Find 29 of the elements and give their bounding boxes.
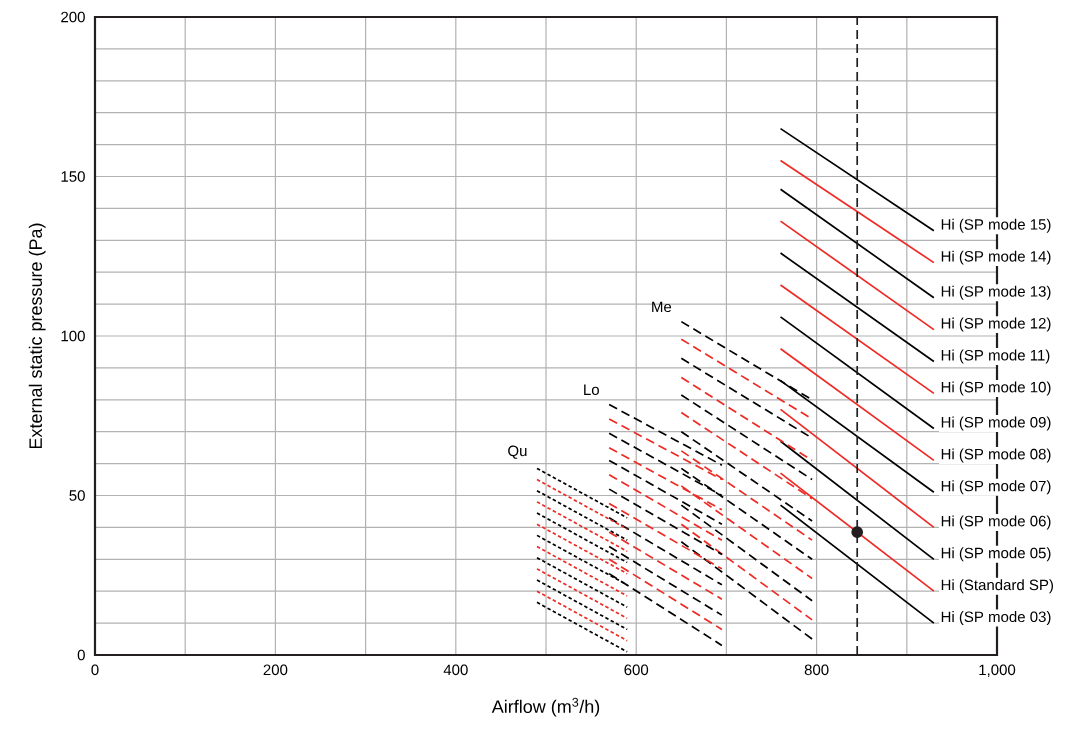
- series-label: Hi (SP mode 11): [941, 349, 1050, 364]
- annotation: Qu: [508, 445, 527, 459]
- series-label: Hi (SP mode 05): [941, 547, 1051, 562]
- series-label: Hi (SP mode 10): [941, 381, 1051, 396]
- series-label: Hi (SP mode 09): [941, 416, 1051, 431]
- series-label: Hi (SP mode 08): [941, 448, 1051, 463]
- series-label: Hi (SP mode 12): [941, 317, 1051, 332]
- annotation: Lo: [584, 384, 599, 396]
- series-label: Hi (SP mode 13): [941, 285, 1051, 300]
- y-tick-label: 50: [69, 490, 85, 501]
- series-label: Hi (SP mode 15): [941, 218, 1051, 233]
- series-label: Hi (SP mode 07): [941, 480, 1051, 495]
- x-tick-label: 0: [91, 664, 99, 676]
- y-tick-label: 200: [61, 11, 85, 23]
- series-label: Hi (SP mode 14): [941, 250, 1051, 265]
- series-label: Hi (SP mode 06): [941, 515, 1051, 530]
- x-tick-label: 600: [624, 664, 649, 676]
- series-label: Hi (SP mode 03): [941, 611, 1051, 626]
- x-axis-title: Airflow (m$^{3}$/h): [491, 697, 600, 717]
- y-tick-label: 0: [77, 649, 85, 661]
- annotation: Me: [652, 301, 672, 313]
- y-tick-label: 150: [61, 171, 85, 182]
- series-label: Hi (Standard SP): [941, 579, 1053, 594]
- y-axis-title: External static pressure (Pa): [28, 223, 46, 449]
- x-tick-label: 800: [804, 664, 829, 676]
- x-tick-label: 400: [443, 664, 468, 676]
- y-tick-label: 100: [61, 330, 85, 342]
- x-tick-label: 1,000: [979, 664, 1016, 677]
- x-tick-label: 200: [263, 664, 288, 676]
